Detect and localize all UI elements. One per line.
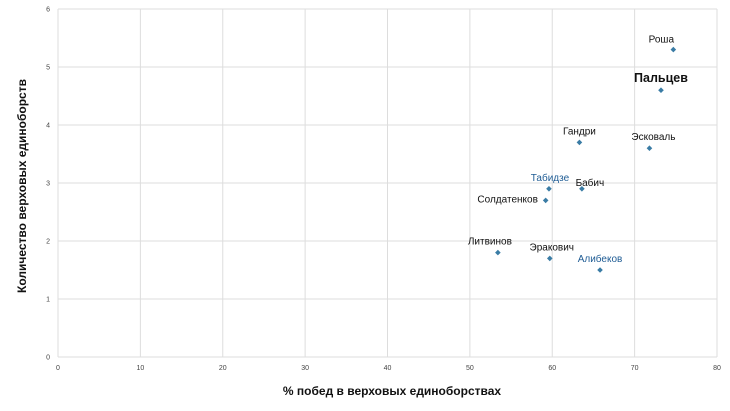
x-tick-label: 30 bbox=[301, 365, 309, 372]
y-tick-label: 0 bbox=[46, 355, 50, 362]
x-tick-label: 80 bbox=[713, 365, 721, 372]
data-point bbox=[576, 139, 583, 146]
y-axis-label: Количество верховых единоборств bbox=[15, 79, 29, 293]
x-tick-label: 0 bbox=[56, 365, 60, 372]
point-label: Солдатенков bbox=[477, 194, 538, 205]
y-tick-label: 2 bbox=[46, 239, 50, 246]
x-tick-label: 70 bbox=[631, 365, 639, 372]
y-tick-label: 5 bbox=[46, 65, 50, 72]
y-tick-label: 3 bbox=[46, 181, 50, 188]
x-tick-label: 60 bbox=[548, 365, 556, 372]
point-label: Эсковаль bbox=[631, 132, 675, 143]
x-tick-label: 50 bbox=[466, 365, 474, 372]
data-point bbox=[658, 87, 664, 93]
data-point bbox=[546, 186, 552, 192]
data-point bbox=[546, 255, 553, 262]
data-point bbox=[670, 46, 677, 53]
x-axis-label: % побед в верховых единоборствах bbox=[283, 384, 501, 398]
point-label: Пальцев bbox=[634, 71, 688, 85]
y-axis-ticks: 0 1 2 3 4 5 6 bbox=[46, 7, 50, 362]
data-points: Роша Пальцев Гандри Эсковаль Табидзе Бабич Сол… bbox=[468, 35, 688, 273]
y-tick-label: 4 bbox=[46, 123, 50, 130]
x-tick-label: 10 bbox=[136, 365, 144, 372]
x-axis-ticks: 0 10 20 30 40 50 60 70 80 bbox=[56, 365, 721, 372]
grid-lines bbox=[57, 8, 718, 358]
y-tick-label: 1 bbox=[46, 297, 50, 304]
y-tick-label: 6 bbox=[46, 7, 50, 14]
data-point bbox=[597, 267, 603, 273]
data-point bbox=[579, 186, 585, 192]
point-label: Алибеков bbox=[578, 253, 623, 265]
data-point bbox=[542, 197, 549, 204]
point-label: Гандри bbox=[563, 126, 596, 137]
point-label: Табидзе bbox=[531, 172, 570, 184]
x-tick-label: 40 bbox=[384, 365, 392, 372]
data-point bbox=[495, 249, 501, 256]
point-label: Роша bbox=[649, 35, 675, 46]
point-label: Бабич bbox=[576, 177, 605, 189]
point-label: Эракович bbox=[530, 242, 574, 253]
x-tick-label: 20 bbox=[219, 365, 227, 372]
point-label: Литвинов bbox=[468, 237, 512, 248]
data-point bbox=[646, 145, 653, 151]
